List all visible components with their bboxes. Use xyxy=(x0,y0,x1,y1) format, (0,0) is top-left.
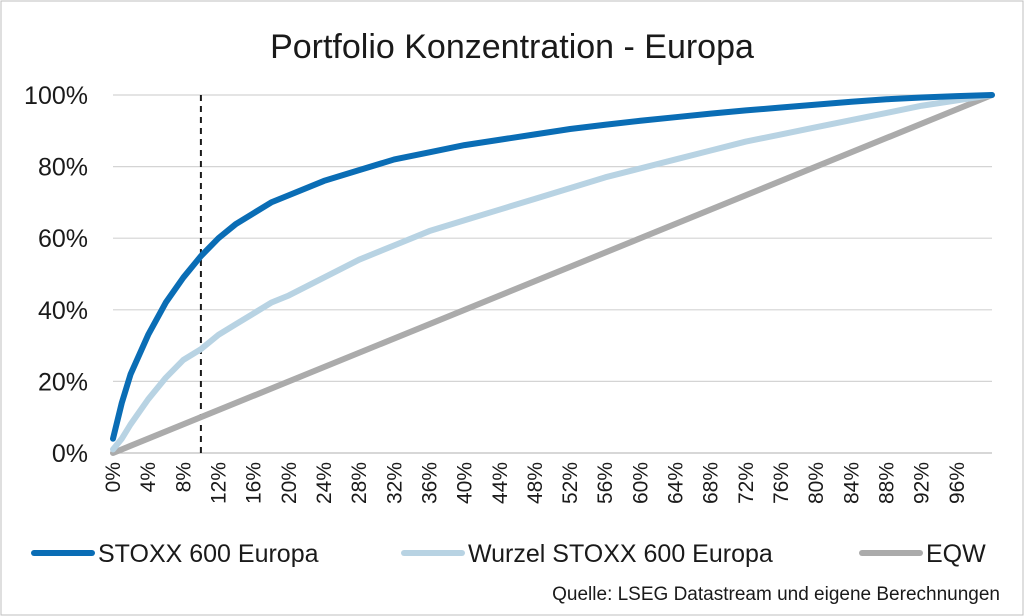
series-line-2 xyxy=(110,92,995,456)
x-tick-label: 32% xyxy=(383,462,406,504)
x-tick-label: 8% xyxy=(172,462,195,492)
y-tick-label: 100% xyxy=(24,82,88,110)
x-tick-label: 40% xyxy=(454,462,477,504)
series-line-0 xyxy=(110,92,995,442)
x-tick-label: 16% xyxy=(243,462,266,504)
series-line-1 xyxy=(110,92,995,453)
x-tick-label: 0% xyxy=(102,462,125,492)
x-tick-label: 48% xyxy=(524,462,547,504)
x-tick-label: 68% xyxy=(700,462,723,504)
x-tick-label: 44% xyxy=(489,462,512,504)
x-tick-label: 88% xyxy=(876,462,899,504)
x-tick-label: 52% xyxy=(559,462,582,504)
x-tick-label: 92% xyxy=(911,462,934,504)
x-axis: 0% 4% 8% 12% 16% 20% 24% 28% 32% 36% 40% 44% 48% 52% 5… xyxy=(102,462,969,504)
x-tick-label: 64% xyxy=(665,462,688,504)
x-tick-label: 96% xyxy=(946,462,969,504)
x-tick-label: 72% xyxy=(735,462,758,504)
x-tick-label: 36% xyxy=(418,462,441,504)
y-tick-label: 80% xyxy=(38,154,88,182)
x-tick-label: 76% xyxy=(770,462,793,504)
x-tick-label: 28% xyxy=(348,462,371,504)
source-note: Quelle: LSEG Datastream und eigene Berec… xyxy=(552,584,1000,605)
x-tick-label: 80% xyxy=(805,462,828,504)
y-tick-label: 20% xyxy=(38,368,88,396)
y-axis: 0% 20% 40% 60% 80% 100% xyxy=(24,82,88,468)
x-tick-label: 24% xyxy=(313,462,336,504)
legend-label: EQW xyxy=(926,540,986,568)
x-tick-label: 4% xyxy=(137,462,160,492)
x-tick-label: 20% xyxy=(278,462,301,504)
y-tick-label: 0% xyxy=(52,440,88,468)
x-tick-label: 60% xyxy=(629,462,652,504)
legend-label: Wurzel STOXX 600 Europa xyxy=(468,540,773,568)
series-group xyxy=(110,92,995,456)
x-tick-label: 12% xyxy=(207,462,230,504)
chart-title: Portfolio Konzentration - Europa xyxy=(270,28,754,66)
y-tick-label: 40% xyxy=(38,297,88,325)
legend: STOXX 600 Europa Wurzel STOXX 600 Europa E… xyxy=(31,540,986,568)
legend-label: STOXX 600 Europa xyxy=(98,540,319,568)
x-tick-label: 84% xyxy=(840,462,863,504)
y-tick-label: 60% xyxy=(38,225,88,253)
x-tick-label: 56% xyxy=(594,462,617,504)
